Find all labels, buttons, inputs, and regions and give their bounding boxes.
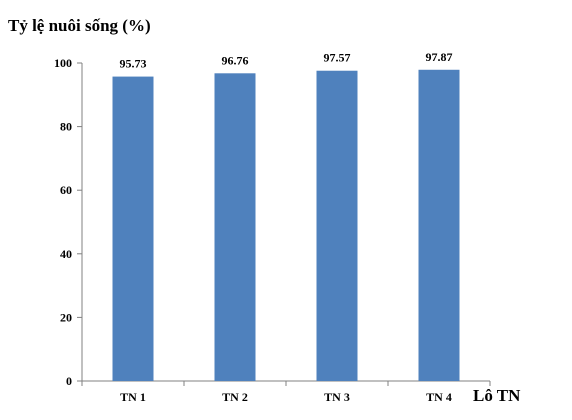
y-tick-label: 0: [66, 374, 72, 388]
data-label: 97.87: [426, 50, 453, 64]
y-tick-label: 100: [54, 56, 72, 70]
x-tick-label: TN 2: [222, 390, 248, 404]
data-label: 95.73: [120, 57, 147, 71]
axes: 0 20 40 60 80 100 TN 1 TN 2 TN 3 TN 4: [54, 56, 491, 404]
bar-tn-3: [316, 70, 358, 381]
y-tick-label: 20: [60, 310, 72, 324]
y-tick-label: 80: [60, 120, 72, 134]
data-labels: 95.73 96.76 97.57 97.87: [120, 50, 453, 71]
y-tick-label: 40: [60, 247, 72, 261]
y-tick-label: 60: [60, 183, 72, 197]
x-tick-label: TN 3: [324, 390, 350, 404]
data-label: 97.57: [324, 51, 351, 65]
y-axis-label: Tỷ lệ nuôi sống (%): [8, 16, 151, 35]
bar-tn-2: [214, 73, 256, 382]
x-axis-label: Lô TN: [473, 386, 521, 405]
x-tick-label: TN 1: [120, 390, 146, 404]
x-tick-label: TN 4: [426, 390, 452, 404]
bar-tn-1: [112, 76, 154, 381]
data-label: 96.76: [222, 53, 249, 67]
bars: [112, 69, 460, 382]
bar-tn-4: [418, 69, 460, 381]
